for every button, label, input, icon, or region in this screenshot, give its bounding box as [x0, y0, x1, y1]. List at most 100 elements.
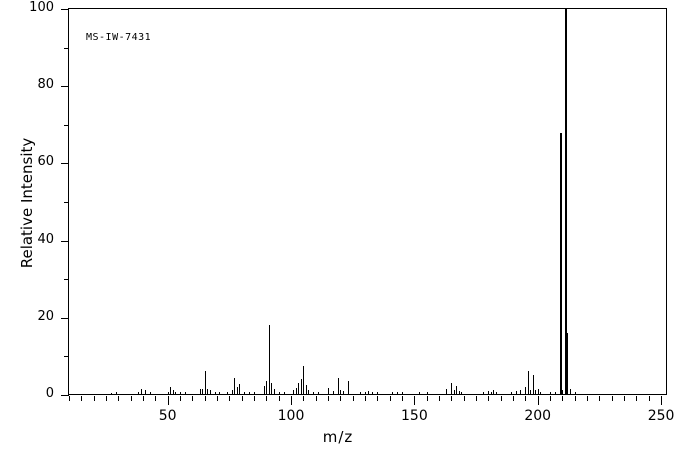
x-tick-label: 100 [277, 408, 305, 424]
spectrum-peak [456, 386, 458, 395]
x-tick-minor [229, 396, 231, 401]
spectrum-peak [318, 392, 320, 395]
spectrum-peak [239, 384, 241, 395]
spectrum-peak [574, 391, 576, 395]
x-tick-minor [439, 396, 440, 401]
spectrum-peak [537, 388, 539, 395]
y-axis-title: Relative Intensity [18, 137, 36, 269]
x-tick-major [537, 396, 539, 405]
x-tick-minor [303, 396, 305, 401]
spectrum-peak [138, 391, 140, 395]
x-tick-label: 200 [524, 408, 552, 424]
spectrum-peak [564, 9, 567, 395]
spectrum-peak [550, 391, 552, 395]
y-tick-minor [64, 202, 69, 203]
y-tick-minor [64, 47, 69, 49]
x-tick-minor [266, 396, 268, 401]
spectrum-peak [219, 391, 221, 395]
y-tick-label: 60 [37, 154, 54, 170]
spectrum-peak [540, 391, 542, 395]
x-tick-minor [241, 396, 243, 401]
spectrum-peak [226, 391, 228, 395]
x-tick-minor [599, 396, 601, 401]
spectrum-peak [342, 391, 344, 395]
spectrum-peak [305, 384, 307, 395]
spectrum-peak [145, 389, 147, 395]
x-tick-minor [155, 396, 157, 401]
y-tick-major [61, 395, 69, 396]
spectrum-plot-area [69, 9, 666, 395]
x-tick-minor [315, 396, 317, 401]
x-tick-minor [340, 396, 342, 401]
x-tick-major [291, 396, 292, 405]
spectrum-peak [328, 388, 330, 395]
spectrum-peak [300, 379, 302, 395]
spectrum-peak [515, 391, 517, 395]
y-tick-major [61, 9, 69, 10]
spectrum-peak [110, 392, 112, 395]
spectrum-peak [461, 391, 463, 395]
spectrum-peak [490, 391, 492, 395]
x-tick-minor [488, 396, 490, 401]
spectrum-peak [559, 132, 562, 395]
spectrum-peak [332, 390, 334, 395]
x-tick-minor [254, 396, 255, 401]
y-tick-major [61, 317, 69, 319]
spectrum-peak [283, 392, 285, 395]
spectrum-peak [493, 389, 495, 395]
x-tick-minor [352, 396, 354, 401]
spectrum-peak [236, 386, 238, 395]
spectrum-peak [392, 391, 394, 395]
x-tick-label: 250 [647, 408, 675, 424]
spectrum-peak [365, 391, 367, 395]
x-tick-minor [476, 396, 477, 401]
x-tick-major [661, 396, 663, 405]
spectrum-peak [271, 383, 273, 395]
spectrum-peak [340, 389, 342, 395]
y-tick-major [61, 240, 69, 242]
spectrum-peak [234, 378, 236, 395]
spectrum-peak [268, 324, 270, 395]
x-tick-minor [81, 396, 83, 401]
spectrum-peak [209, 389, 211, 395]
x-tick-minor [278, 396, 280, 401]
x-tick-minor [562, 396, 564, 401]
spectrum-peak [298, 382, 300, 395]
spectrum-peak [426, 391, 428, 395]
x-tick-minor [389, 396, 391, 401]
x-tick-minor [426, 396, 428, 401]
y-tick-major [61, 163, 69, 165]
x-tick-minor [180, 396, 181, 401]
spectrum-peak [532, 374, 534, 395]
spectrum-peak [446, 388, 448, 395]
x-tick-label: 150 [401, 408, 428, 424]
spectrum-peak [202, 388, 204, 395]
spectrum-peak [150, 391, 152, 395]
spectrum-peak [377, 391, 379, 395]
x-tick-minor [130, 396, 132, 401]
x-tick-minor [217, 396, 218, 401]
y-tick-minor [64, 124, 69, 126]
spectrum-peak [167, 391, 169, 395]
x-tick-minor [377, 396, 379, 401]
x-tick-minor [106, 396, 107, 401]
spectrum-peak [180, 391, 181, 395]
spectrum-peak [525, 387, 527, 395]
x-tick-minor [365, 396, 366, 401]
spectrum-peak [451, 383, 453, 395]
spectrum-peak [402, 391, 404, 395]
spectrum-peak [569, 388, 571, 395]
x-tick-minor [328, 396, 329, 401]
spectrum-peak [337, 378, 339, 395]
spectrum-peak [273, 388, 275, 395]
x-tick-major [414, 396, 416, 405]
spectrum-peak [360, 391, 362, 395]
x-tick-minor [69, 396, 70, 401]
y-tick-minor [64, 356, 69, 358]
spectrum-peak [175, 391, 177, 395]
spectrum-peak [367, 391, 369, 395]
x-tick-minor [525, 396, 527, 401]
spectrum-peak [453, 389, 455, 395]
